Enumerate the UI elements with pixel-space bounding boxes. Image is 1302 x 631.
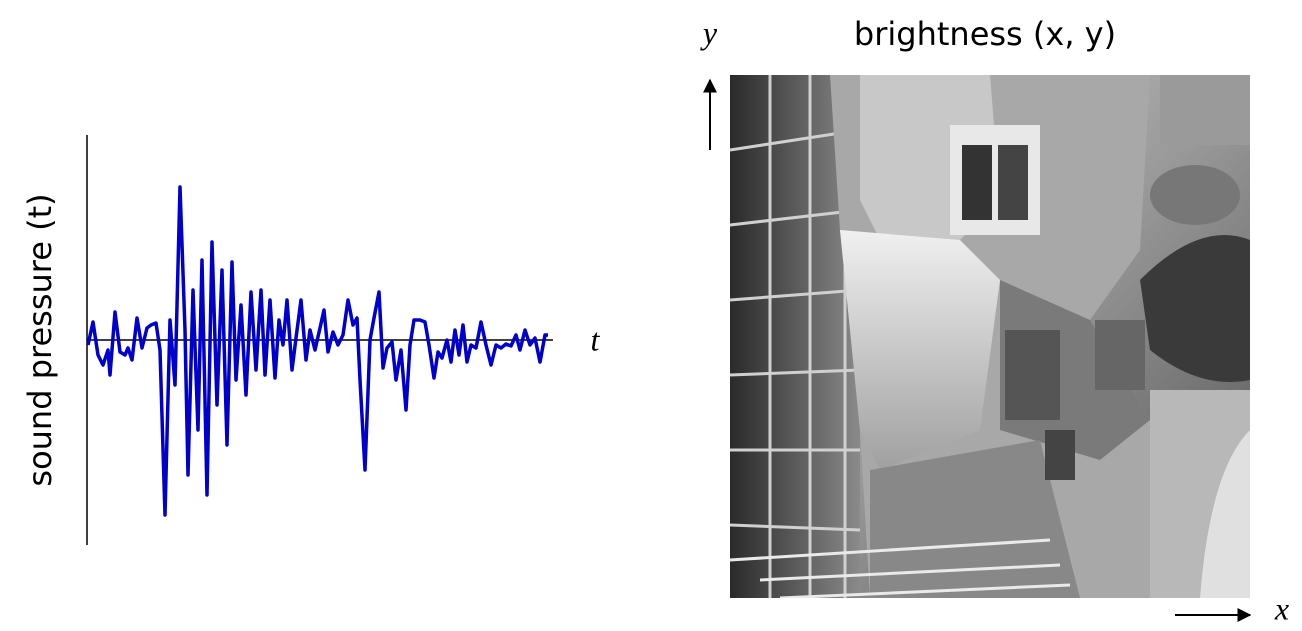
y-axis-label: sound pressure (t) (21, 193, 59, 486)
y-label: y (700, 14, 718, 50)
waveform-panel: sound pressure (t) t (21, 135, 601, 545)
x-axis-label: t (591, 321, 601, 357)
image-panel: brightness (x, y) y x (700, 14, 1289, 626)
x-label: x (1274, 590, 1289, 626)
waveform (88, 187, 548, 515)
image-title: brightness (x, y) (854, 15, 1116, 53)
photo (730, 75, 1250, 598)
figure: sound pressure (t) t brightness (x, y) y… (0, 0, 1302, 631)
